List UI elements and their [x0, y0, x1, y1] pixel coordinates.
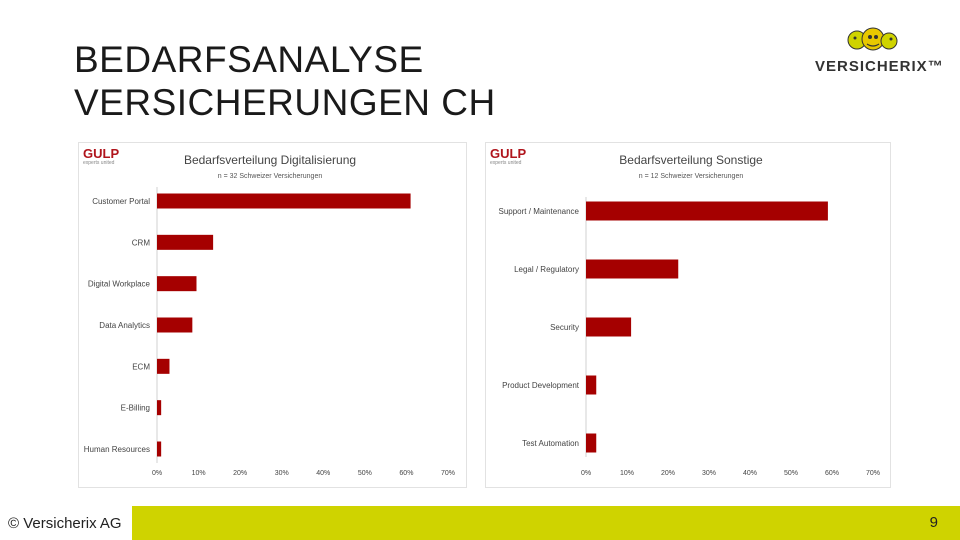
footer-bar: © Versicherix AG 9 [0, 506, 960, 540]
x-tick-label: 30% [275, 470, 289, 477]
x-tick-label: 20% [661, 470, 675, 477]
bar-chart-digitalisierung: Bedarfsverteilung Digitalisierung n = 32 … [84, 153, 455, 477]
bar [157, 276, 197, 292]
x-tick-label: 10% [620, 470, 634, 477]
x-tick-label: 70% [441, 470, 455, 477]
bar [586, 317, 632, 337]
slide-title-line2: VERSICHERUNGEN CH [74, 82, 496, 123]
bar [157, 400, 162, 416]
bar [157, 234, 214, 250]
gulp-logo-tagline: experts united [83, 160, 115, 166]
bar [157, 317, 193, 333]
category-label: Human Resources [84, 445, 150, 454]
x-tick-label: 60% [825, 470, 839, 477]
logo-text: VERSICHERIX™ [815, 58, 944, 75]
chart-subtitle: n = 32 Schweizer Versicherungen [218, 173, 323, 180]
bar [157, 441, 162, 457]
bar [157, 193, 411, 209]
mascot-icon [847, 27, 898, 51]
bar [586, 375, 597, 395]
category-label: Test Automation [522, 439, 579, 448]
x-tick-label: 0% [581, 470, 591, 477]
chart-subtitle: n = 12 Schweizer Versicherungen [639, 173, 744, 180]
x-tick-label: 60% [399, 470, 413, 477]
category-label: Security [550, 323, 579, 332]
category-label: Data Analytics [99, 321, 150, 330]
chart-title: Bedarfsverteilung Digitalisierung [184, 153, 356, 167]
chart-panel-digitalisierung: GULP experts united Bedarfsverteilung Di… [78, 142, 467, 488]
versicherix-logo: VERSICHERIX™ [815, 24, 944, 82]
category-label: E-Billing [121, 404, 150, 413]
chart-title: Bedarfsverteilung Sonstige [619, 153, 763, 167]
x-tick-label: 30% [702, 470, 716, 477]
category-label: Support / Maintenance [499, 207, 580, 216]
page-number: 9 [929, 514, 938, 531]
x-tick-label: 10% [192, 470, 206, 477]
footer-copyright-area: © Versicherix AG [0, 506, 132, 540]
x-tick-label: 20% [233, 470, 247, 477]
x-tick-label: 40% [316, 470, 330, 477]
category-label: CRM [132, 238, 151, 247]
gulp-logo: GULP experts united [490, 147, 526, 167]
x-tick-label: 50% [358, 470, 372, 477]
category-label: Legal / Regulatory [514, 265, 579, 274]
bar [157, 358, 170, 374]
category-label: Customer Portal [92, 197, 150, 206]
bar-chart-sonstige: Bedarfsverteilung Sonstige n = 12 Schweiz… [499, 153, 881, 477]
bar [586, 433, 597, 453]
category-label: Product Development [502, 381, 580, 390]
gulp-logo-word: GULP [490, 146, 527, 161]
category-label: ECM [132, 362, 150, 371]
bar [586, 201, 828, 221]
bar [586, 259, 679, 279]
gulp-logo: GULP experts united [83, 147, 119, 167]
gulp-logo-tagline: experts united [490, 160, 522, 166]
x-tick-label: 40% [743, 470, 757, 477]
chart-panel-sonstige: GULP experts united Bedarfsverteilung So… [485, 142, 891, 488]
gulp-logo-word: GULP [83, 146, 120, 161]
slide-title: BEDARFSANALYSE VERSICHERUNGEN CH [74, 38, 496, 124]
x-tick-label: 0% [152, 470, 162, 477]
x-tick-label: 50% [784, 470, 798, 477]
category-label: Digital Workplace [88, 280, 151, 289]
copyright-text: © Versicherix AG [8, 515, 122, 532]
slide-title-line1: BEDARFSANALYSE [74, 39, 424, 80]
x-tick-label: 70% [866, 470, 880, 477]
